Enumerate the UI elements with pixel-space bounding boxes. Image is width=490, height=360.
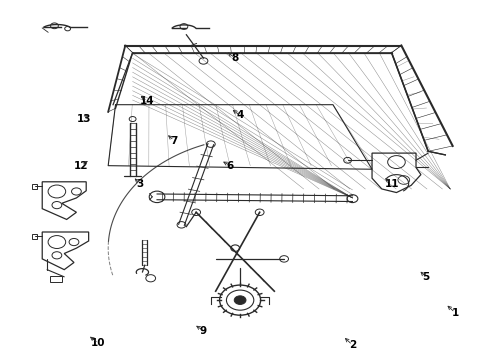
Bar bbox=[49, 276, 62, 282]
Text: 12: 12 bbox=[74, 161, 89, 171]
Text: 13: 13 bbox=[76, 114, 91, 124]
Text: 11: 11 bbox=[384, 179, 399, 189]
Text: 8: 8 bbox=[232, 53, 239, 63]
Circle shape bbox=[347, 195, 358, 203]
Circle shape bbox=[280, 256, 289, 262]
Circle shape bbox=[206, 141, 215, 147]
Circle shape bbox=[231, 245, 240, 251]
Text: 3: 3 bbox=[136, 179, 144, 189]
Bar bbox=[32, 184, 37, 189]
Circle shape bbox=[234, 296, 246, 305]
Bar bbox=[32, 234, 37, 239]
Text: 7: 7 bbox=[171, 136, 178, 145]
Text: 9: 9 bbox=[200, 325, 207, 336]
Circle shape bbox=[255, 209, 264, 216]
Text: 10: 10 bbox=[91, 338, 106, 348]
Circle shape bbox=[152, 193, 162, 201]
Text: 6: 6 bbox=[227, 161, 234, 171]
Text: 1: 1 bbox=[451, 308, 459, 318]
Text: 2: 2 bbox=[349, 340, 356, 350]
Circle shape bbox=[220, 285, 261, 315]
Text: 4: 4 bbox=[237, 111, 244, 121]
Circle shape bbox=[177, 222, 186, 228]
Circle shape bbox=[192, 209, 200, 216]
Text: 5: 5 bbox=[422, 272, 429, 282]
Circle shape bbox=[343, 157, 351, 163]
Circle shape bbox=[149, 191, 165, 203]
Text: 14: 14 bbox=[140, 96, 154, 106]
